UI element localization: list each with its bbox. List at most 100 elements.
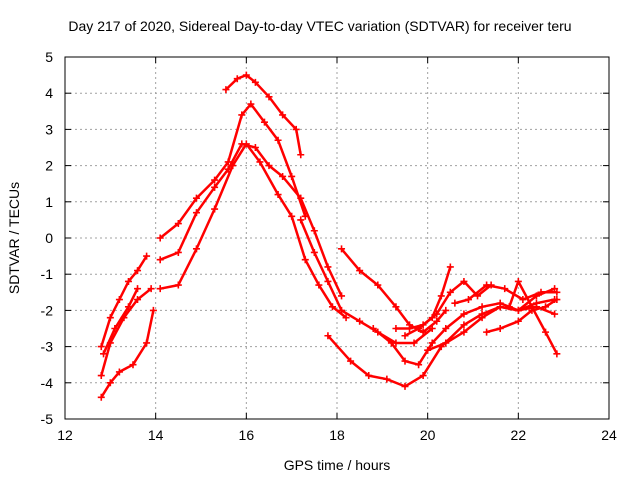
data-point: [553, 288, 561, 296]
data-point: [369, 325, 377, 332]
data-point: [265, 93, 273, 101]
series-track-p: [451, 281, 561, 307]
data-point: [192, 209, 200, 217]
data-point: [338, 306, 346, 314]
data-point: [415, 361, 423, 369]
data-point: [464, 296, 472, 304]
data-point: [256, 158, 264, 166]
data-point: [356, 267, 364, 275]
data-point: [238, 111, 246, 119]
data-point: [356, 317, 364, 325]
data-point: [451, 299, 459, 307]
data-point: [542, 328, 550, 336]
data-point: [442, 339, 450, 347]
data-point: [410, 339, 418, 347]
series-line: [224, 73, 302, 156]
data-point: [251, 78, 259, 86]
data-point: [501, 285, 509, 293]
data-point: [324, 263, 332, 271]
y-tick-label: 4: [45, 85, 53, 101]
data-point: [247, 100, 255, 108]
x-tick-label: 14: [148, 427, 164, 443]
series-track-h: [222, 71, 305, 159]
data-point: [342, 314, 350, 322]
data-point: [428, 314, 436, 322]
data-point: [374, 281, 382, 289]
data-point: [419, 328, 427, 336]
y-tick-label: 5: [45, 49, 53, 65]
data-point: [224, 158, 232, 166]
data-point: [446, 288, 454, 296]
series-track-n: [401, 263, 454, 340]
series-track-f: [156, 140, 346, 300]
data-point: [338, 292, 346, 300]
data-point: [542, 303, 550, 311]
x-tick-label: 24: [601, 427, 617, 443]
series-track-q: [483, 296, 561, 336]
data-point: [134, 285, 142, 293]
data-point: [419, 372, 427, 380]
data-point: [514, 306, 522, 314]
series-line: [100, 309, 155, 399]
data-point: [437, 292, 445, 300]
data-point: [424, 346, 432, 354]
data-point: [551, 285, 559, 293]
data-point: [392, 325, 400, 332]
x-tick-label: 22: [511, 427, 527, 443]
data-point: [460, 310, 468, 318]
data-point: [415, 325, 423, 332]
x-tick-label: 20: [420, 427, 436, 443]
y-tick-label: 0: [45, 230, 53, 246]
series-line: [326, 298, 556, 388]
data-point: [519, 296, 527, 304]
y-tick-label: -1: [41, 266, 54, 282]
data-point: [111, 325, 119, 332]
data-point: [143, 339, 151, 347]
data-point: [301, 212, 309, 220]
data-point: [483, 281, 491, 289]
series-layer: [97, 71, 561, 401]
data-point: [297, 216, 305, 224]
data-point: [387, 339, 395, 347]
data-point: [192, 194, 200, 202]
data-point: [147, 285, 155, 293]
series-track-e: [156, 140, 350, 322]
data-point: [134, 296, 142, 304]
data-point: [222, 86, 230, 94]
data-point: [338, 245, 346, 253]
series-line: [100, 254, 148, 348]
x-tick-label: 18: [329, 427, 345, 443]
series-line: [102, 287, 139, 356]
data-point: [392, 303, 400, 311]
x-tick-label: 16: [239, 427, 255, 443]
data-point: [478, 314, 486, 322]
data-point: [260, 118, 268, 126]
data-point: [383, 375, 391, 383]
data-point: [115, 296, 123, 304]
data-point: [97, 372, 105, 380]
series-track-g: [156, 100, 309, 242]
data-point: [496, 325, 504, 332]
data-point: [115, 368, 123, 376]
data-point: [297, 151, 305, 159]
data-point: [315, 281, 323, 289]
data-point: [124, 303, 132, 311]
data-point: [528, 303, 536, 311]
data-point: [446, 263, 454, 271]
data-point: [442, 325, 450, 332]
series-line: [340, 247, 448, 334]
data-point: [483, 328, 491, 336]
data-point: [401, 357, 409, 365]
y-tick-label: -2: [41, 302, 54, 318]
y-tick-label: 2: [45, 158, 53, 174]
data-point: [460, 277, 468, 285]
data-point: [365, 372, 373, 380]
data-point: [97, 393, 105, 401]
data-point: [537, 288, 545, 296]
data-point: [406, 325, 414, 332]
data-point: [174, 248, 182, 256]
data-point: [156, 285, 164, 293]
y-tick-label: -5: [41, 411, 54, 427]
data-point: [233, 75, 241, 83]
